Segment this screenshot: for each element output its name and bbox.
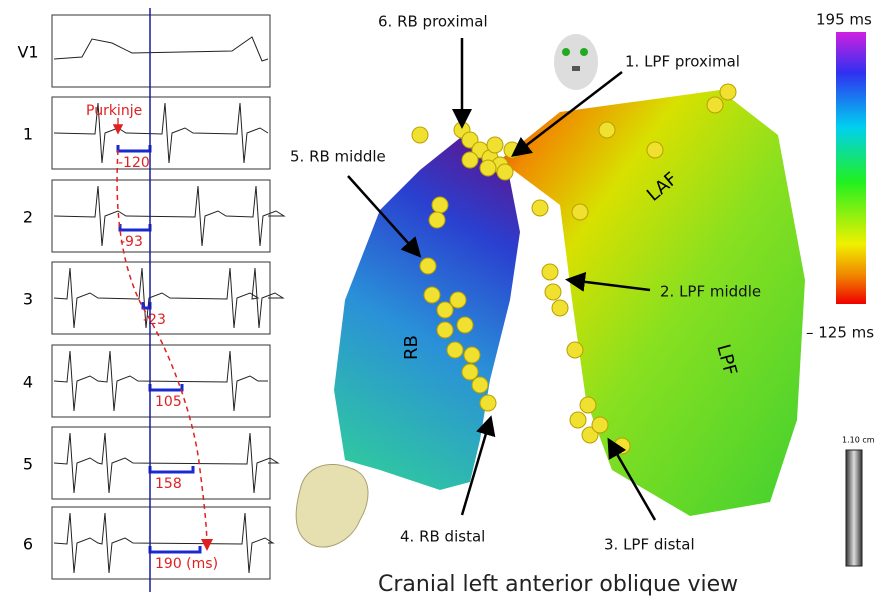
tag-point <box>428 211 446 229</box>
scale-bar <box>845 449 863 567</box>
tag-point <box>541 263 559 281</box>
rb-map <box>334 138 520 490</box>
ecg-trace <box>53 512 275 574</box>
ecg-trace <box>53 36 269 62</box>
arrow <box>565 271 651 292</box>
conduction-path <box>116 149 213 551</box>
interval-bracket <box>116 145 152 153</box>
icon-eye <box>580 48 588 56</box>
tag-point <box>449 291 467 309</box>
heart-icon <box>295 464 369 548</box>
tag-point <box>551 299 569 317</box>
ecg-trace <box>53 432 280 494</box>
tag-point <box>544 283 562 301</box>
tag-point <box>591 416 609 434</box>
icon-mouth <box>572 66 580 71</box>
tag-point <box>463 346 481 364</box>
tag-point <box>566 341 584 359</box>
tag-point <box>461 363 479 381</box>
arrow <box>347 175 422 258</box>
region-label: RB <box>401 335 422 360</box>
lead-label: 3 <box>23 290 33 309</box>
ecg-trace <box>53 185 286 247</box>
lead-label: 4 <box>23 373 33 392</box>
tag-point <box>436 321 454 339</box>
interval-bracket <box>141 302 152 310</box>
lv-map <box>500 90 805 516</box>
ecg-trace <box>53 267 285 329</box>
tag-point <box>503 141 521 159</box>
colorbar-max: 195 ms <box>816 11 872 29</box>
interval-label: 190 (ms) <box>155 556 218 572</box>
tag-point <box>571 203 589 221</box>
site-label: 3. LPF distal <box>604 536 695 554</box>
tag-point <box>431 196 449 214</box>
arrow <box>511 71 623 158</box>
tag-point <box>706 96 724 114</box>
caption: Cranial left anterior oblique view <box>378 572 738 597</box>
interval-bracket <box>118 224 152 232</box>
tag-point <box>719 83 737 101</box>
interval-label: -23 <box>143 312 166 328</box>
purkinje-label: Purkinje <box>86 103 142 119</box>
tag-point <box>461 151 479 169</box>
ecg-box <box>51 344 271 418</box>
tag-point <box>419 257 437 275</box>
lead-label: 2 <box>23 208 33 227</box>
interval-bracket <box>148 546 202 554</box>
tag-point <box>598 121 616 139</box>
interval-label: 105 <box>155 394 182 410</box>
ecg-trace <box>53 102 269 164</box>
tag-point <box>496 163 514 181</box>
interval-label: 158 <box>155 476 182 492</box>
ecg-box <box>51 14 271 88</box>
tag-point <box>579 396 597 414</box>
site-label: 2. LPF middle <box>660 283 761 301</box>
tag-point <box>531 199 549 217</box>
site-label: 4. RB distal <box>400 528 485 546</box>
tag-point <box>479 159 497 177</box>
tag-point <box>446 341 464 359</box>
arrow <box>607 437 657 521</box>
tag-point <box>479 394 497 412</box>
tag-point <box>569 411 587 429</box>
tag-point <box>423 286 441 304</box>
site-label: 1. LPF proximal <box>625 53 740 71</box>
interval-label: -120 <box>118 155 150 171</box>
tag-point <box>436 301 454 319</box>
lead-label: 5 <box>23 455 33 474</box>
scale-label: 1.10 cm <box>842 436 875 445</box>
site-label: 6. RB proximal <box>378 13 488 31</box>
icon-eye <box>562 48 570 56</box>
lead-label: V1 <box>17 43 38 62</box>
tag-point <box>646 141 664 159</box>
orientation-icon <box>554 34 598 90</box>
colorbar <box>836 32 866 304</box>
lead-label: 1 <box>23 125 33 144</box>
ecg-trace <box>53 350 268 412</box>
interval-bracket <box>148 466 195 474</box>
tag-point <box>486 136 504 154</box>
site-label: 5. RB middle <box>290 148 386 166</box>
tag-point <box>471 376 489 394</box>
arrow <box>460 415 496 516</box>
colorbar-min: – 125 ms <box>806 324 874 342</box>
lead-label: 6 <box>23 535 33 554</box>
tag-point <box>456 316 474 334</box>
interval-label: -93 <box>120 234 143 250</box>
tag-point <box>411 126 429 144</box>
interval-bracket <box>148 384 184 392</box>
ecg-box <box>51 96 271 170</box>
